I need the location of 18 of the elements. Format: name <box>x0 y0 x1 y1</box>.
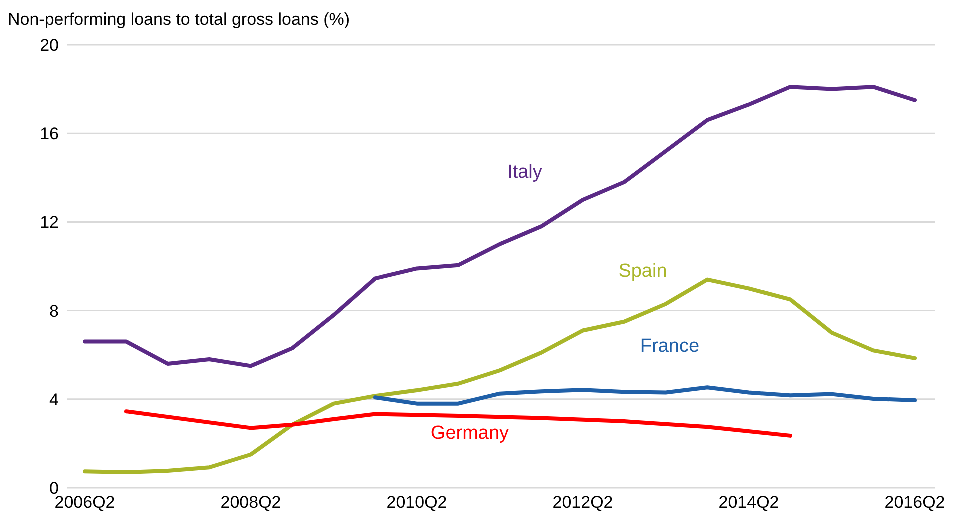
x-tick-label: 2010Q2 <box>386 493 448 512</box>
y-tick-label: 12 <box>40 213 59 232</box>
series-label: Spain <box>618 261 668 282</box>
series-label: Italy <box>508 162 543 184</box>
line-series <box>374 386 917 406</box>
x-tick-label: 2014Q2 <box>718 493 780 512</box>
x-tick-label: 2012Q2 <box>552 493 614 512</box>
y-tick-label: 8 <box>50 302 59 321</box>
y-tick-label: 16 <box>40 124 59 144</box>
y-tick-label: 4 <box>50 390 59 410</box>
y-tick-label: 20 <box>40 36 59 56</box>
x-tick-label: 2016Q2 <box>884 493 946 512</box>
line-series <box>83 85 917 368</box>
series-label: Germany <box>430 423 510 444</box>
series-label: France <box>640 336 700 358</box>
x-tick-label: 2008Q2 <box>220 493 282 512</box>
x-tick-label: 2006Q2 <box>54 493 116 512</box>
y-axis-title: Non-performing loans to total gross loans (%) <box>8 10 350 30</box>
